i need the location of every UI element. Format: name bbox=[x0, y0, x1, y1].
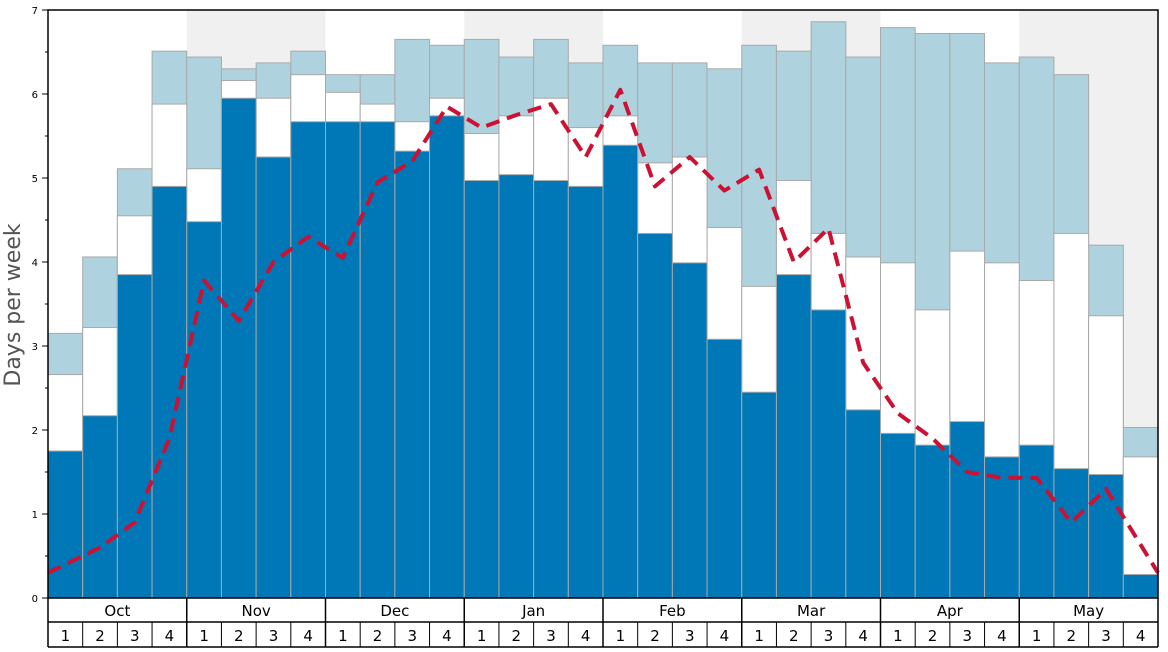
bar-series1 bbox=[429, 115, 465, 599]
bar-series1 bbox=[325, 121, 361, 599]
bar-series1 bbox=[741, 391, 777, 599]
y-tick-label: 5 bbox=[32, 174, 38, 185]
week-label: 1 bbox=[61, 627, 71, 645]
week-label: 2 bbox=[512, 627, 522, 645]
week-label: 1 bbox=[893, 627, 903, 645]
week-label: 2 bbox=[95, 627, 105, 645]
week-label: 3 bbox=[407, 627, 417, 645]
month-label: Mar bbox=[797, 602, 826, 620]
bar-series1 bbox=[533, 180, 569, 599]
week-label: 2 bbox=[373, 627, 383, 645]
week-label: 1 bbox=[616, 627, 626, 645]
week-label: 4 bbox=[858, 627, 868, 645]
week-label: 4 bbox=[997, 627, 1007, 645]
month-label: Apr bbox=[937, 602, 964, 620]
week-label: 3 bbox=[962, 627, 972, 645]
bar-series1 bbox=[775, 274, 812, 599]
bar-series1 bbox=[290, 121, 326, 599]
y-tick-label: 3 bbox=[32, 342, 38, 353]
bar-series1 bbox=[1122, 573, 1159, 599]
bar-series1 bbox=[914, 444, 951, 599]
bar-series1 bbox=[602, 144, 639, 599]
month-label: Oct bbox=[104, 602, 130, 620]
bar-series1 bbox=[359, 121, 396, 599]
bar-series1 bbox=[637, 232, 673, 599]
y-axis: Days per week 0 1 2 3 4 5 6 7 bbox=[1, 6, 48, 605]
y-tick-label: 4 bbox=[32, 258, 38, 269]
week-label: 1 bbox=[754, 627, 764, 645]
month-label: Jan bbox=[521, 602, 545, 620]
week-label: 3 bbox=[546, 627, 556, 645]
y-tick-label: 7 bbox=[32, 6, 38, 17]
y-tick-label: 2 bbox=[32, 426, 38, 437]
bar-series1 bbox=[498, 174, 535, 599]
bar-series1 bbox=[671, 262, 708, 599]
week-label: 4 bbox=[1136, 627, 1146, 645]
week-label: 3 bbox=[685, 627, 695, 645]
bars-layer bbox=[47, 21, 1159, 599]
x-axis: Oct Nov Dec Jan Feb Mar Apr May 1 2 3 4 1 2 3 4 1 2 3 4 1 2 3 4… bbox=[47, 598, 1159, 648]
week-label: 2 bbox=[234, 627, 244, 645]
bar-series1 bbox=[116, 274, 153, 599]
week-label: 4 bbox=[581, 627, 591, 645]
bar-series1 bbox=[1088, 474, 1124, 599]
week-label: 2 bbox=[1067, 627, 1077, 645]
week-label: 1 bbox=[1032, 627, 1042, 645]
bar-series1 bbox=[255, 156, 292, 599]
week-label: 3 bbox=[269, 627, 279, 645]
bar-series1 bbox=[151, 185, 188, 599]
bar-series1 bbox=[845, 409, 881, 599]
y-tick-label: 0 bbox=[32, 594, 38, 605]
week-label: 2 bbox=[650, 627, 660, 645]
y-tick-label: 6 bbox=[32, 90, 38, 101]
bar-series1 bbox=[1018, 444, 1055, 599]
bar-series1 bbox=[706, 338, 743, 599]
week-label: 3 bbox=[130, 627, 140, 645]
bar-series1 bbox=[394, 150, 431, 599]
week-label: 1 bbox=[477, 627, 487, 645]
week-label: 3 bbox=[824, 627, 834, 645]
week-label: 4 bbox=[303, 627, 313, 645]
week-label: 2 bbox=[789, 627, 799, 645]
bar-series1 bbox=[984, 456, 1020, 599]
bar-series1 bbox=[220, 97, 257, 599]
week-label: 4 bbox=[165, 627, 175, 645]
week-label: 3 bbox=[1101, 627, 1111, 645]
week-label: 4 bbox=[442, 627, 452, 645]
bar-series1 bbox=[47, 450, 84, 599]
y-axis-label: Days per week bbox=[1, 223, 26, 386]
bar-series1 bbox=[567, 185, 604, 599]
bar-series1 bbox=[463, 180, 500, 599]
month-label: Feb bbox=[659, 602, 686, 620]
week-label: 2 bbox=[928, 627, 938, 645]
bar-series1 bbox=[82, 415, 118, 599]
week-label: 1 bbox=[338, 627, 348, 645]
month-label: Nov bbox=[241, 602, 270, 620]
month-label: Dec bbox=[380, 602, 409, 620]
y-tick-label: 1 bbox=[32, 510, 38, 521]
bar-series1 bbox=[1053, 468, 1090, 599]
bar-series1 bbox=[186, 221, 222, 599]
bar-series1 bbox=[949, 421, 986, 599]
week-label: 1 bbox=[199, 627, 209, 645]
week-label: 4 bbox=[720, 627, 730, 645]
bar-series1 bbox=[810, 309, 847, 599]
month-label: May bbox=[1073, 602, 1104, 620]
bar-series1 bbox=[880, 432, 916, 599]
